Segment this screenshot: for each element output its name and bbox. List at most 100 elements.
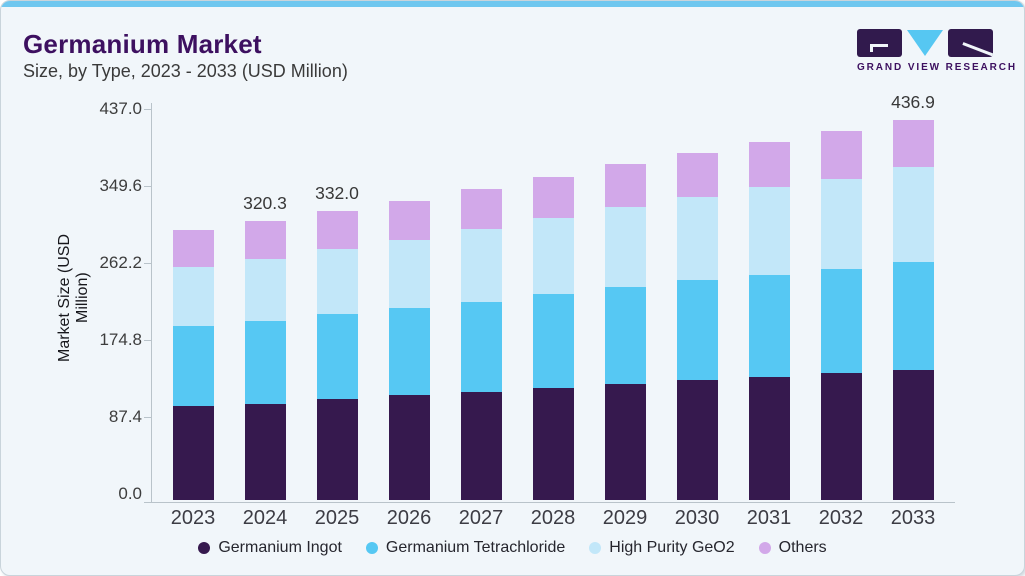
bar-segment: [244, 320, 286, 404]
y-axis-label: Market Size (USD Million): [56, 233, 91, 363]
stacked-bar-2027: [460, 189, 502, 500]
stacked-bar-2032: [820, 131, 862, 500]
y-tick-mark: [144, 263, 152, 264]
stacked-bar-2029: [604, 164, 646, 500]
bar-segment: [532, 217, 574, 294]
x-tick-label: 2032: [818, 507, 864, 529]
x-tick-label: 2025: [314, 507, 360, 529]
legend-label: High Purity GeO2: [609, 539, 735, 556]
bar-segment: [532, 177, 574, 218]
logo-triangle-icon: [907, 30, 943, 56]
x-tick-label: 2028: [530, 507, 576, 529]
bar-segment: [460, 302, 502, 393]
x-tick-label: 2031: [746, 507, 792, 529]
stacked-bar-2031: [748, 142, 790, 500]
y-tick-label: 262.2: [99, 253, 142, 272]
y-tick-mark: [144, 186, 152, 187]
stacked-bar-2026: [388, 200, 430, 500]
y-tick-label: 349.6: [99, 176, 142, 195]
bar-segment: [316, 248, 358, 315]
bar-total-label: 320.3: [243, 193, 287, 214]
y-tick-mark: [144, 340, 152, 341]
bar-segment: [172, 326, 214, 407]
logo-wordmark: GRAND VIEW RESEARCH: [857, 62, 1017, 73]
logo-r-block: [948, 29, 994, 57]
bar-total-label: 436.9: [891, 91, 935, 112]
bar-total-label: 332.0: [315, 183, 359, 204]
bar-segment: [604, 287, 646, 384]
bar-segment: [820, 373, 862, 500]
grand-view-research-logo: GRAND VIEW RESEARCH: [857, 29, 1017, 73]
bar-segment: [532, 293, 574, 388]
bar-segment: [892, 167, 934, 263]
legend-dot-icon: [758, 542, 771, 554]
y-tick-label: 174.8: [99, 330, 142, 349]
legend-dot-icon: [589, 542, 602, 554]
bar-segment: [604, 164, 646, 207]
bar-segment: [604, 206, 646, 287]
bar-segment: [676, 152, 718, 197]
stacked-bar-2024: [244, 221, 286, 500]
bar-segment: [316, 211, 358, 249]
bar-segment: [388, 307, 430, 396]
bar-segment: [892, 120, 934, 168]
bar-segment: [604, 383, 646, 500]
y-tick-label: 87.4: [108, 407, 142, 426]
x-tick-label: 2033: [890, 507, 936, 529]
legend-label: Germanium Ingot: [218, 539, 342, 556]
bar-segment: [676, 280, 718, 380]
x-axis-line: [144, 502, 955, 503]
legend: Germanium Ingot Germanium Tetrachloride Hi…: [1, 539, 1024, 557]
bar-segment: [532, 387, 574, 500]
x-tick-label: 2023: [170, 507, 216, 529]
bar-segment: [748, 187, 790, 275]
legend-item: Germanium Tetrachloride: [365, 539, 566, 557]
legend-label: Others: [778, 539, 827, 556]
bar-segment: [820, 178, 862, 269]
bar-segment: [244, 258, 286, 321]
stacked-bar-2028: [532, 177, 574, 500]
stacked-bar-2025: [316, 211, 358, 500]
bar-segment: [460, 189, 502, 229]
bar-segment: [820, 269, 862, 374]
bar-segment: [460, 228, 502, 303]
legend-item: High Purity GeO2: [589, 539, 735, 557]
bar-segment: [676, 196, 718, 281]
x-tick-label: 2029: [602, 507, 648, 529]
legend-item: Others: [758, 539, 827, 557]
bar-segment: [820, 131, 862, 179]
bar-segment: [316, 314, 358, 400]
stacked-bar-2030: [676, 152, 718, 500]
chart-subtitle: Size, by Type, 2023 - 2033 (USD Million): [23, 61, 348, 81]
bar-segment: [460, 392, 502, 500]
gvr-logo-icon: [857, 29, 1003, 57]
legend-item: Germanium Ingot: [198, 539, 342, 557]
bar-segment: [748, 376, 790, 500]
x-tick-label: 2030: [674, 507, 720, 529]
bar-segment: [892, 369, 934, 500]
legend-dot-icon: [198, 542, 211, 554]
legend-dot-icon: [365, 542, 378, 554]
stacked-bar-2023: [172, 230, 214, 500]
chart-title: Germanium Market: [23, 29, 262, 59]
bar-segment: [172, 230, 214, 268]
y-tick-label: 0.0: [118, 484, 142, 503]
bar-segment: [892, 262, 934, 370]
bar-segment: [388, 200, 430, 240]
bar-segment: [388, 395, 430, 500]
x-tick-label: 2027: [458, 507, 504, 529]
bar-segment: [244, 403, 286, 500]
x-tick-label: 2024: [242, 507, 288, 529]
bar-segment: [748, 275, 790, 377]
bar-segment: [748, 142, 790, 188]
legend-label: Germanium Tetrachloride: [385, 539, 566, 556]
x-tick-label: 2026: [386, 507, 432, 529]
y-tick-mark: [144, 109, 152, 110]
bar-segment: [676, 379, 718, 500]
top-accent-bar: [1, 1, 1024, 7]
bar-segment: [388, 239, 430, 308]
bar-segment: [316, 399, 358, 500]
stacked-bar-2033: [892, 120, 934, 500]
logo-g-block: [857, 29, 902, 57]
